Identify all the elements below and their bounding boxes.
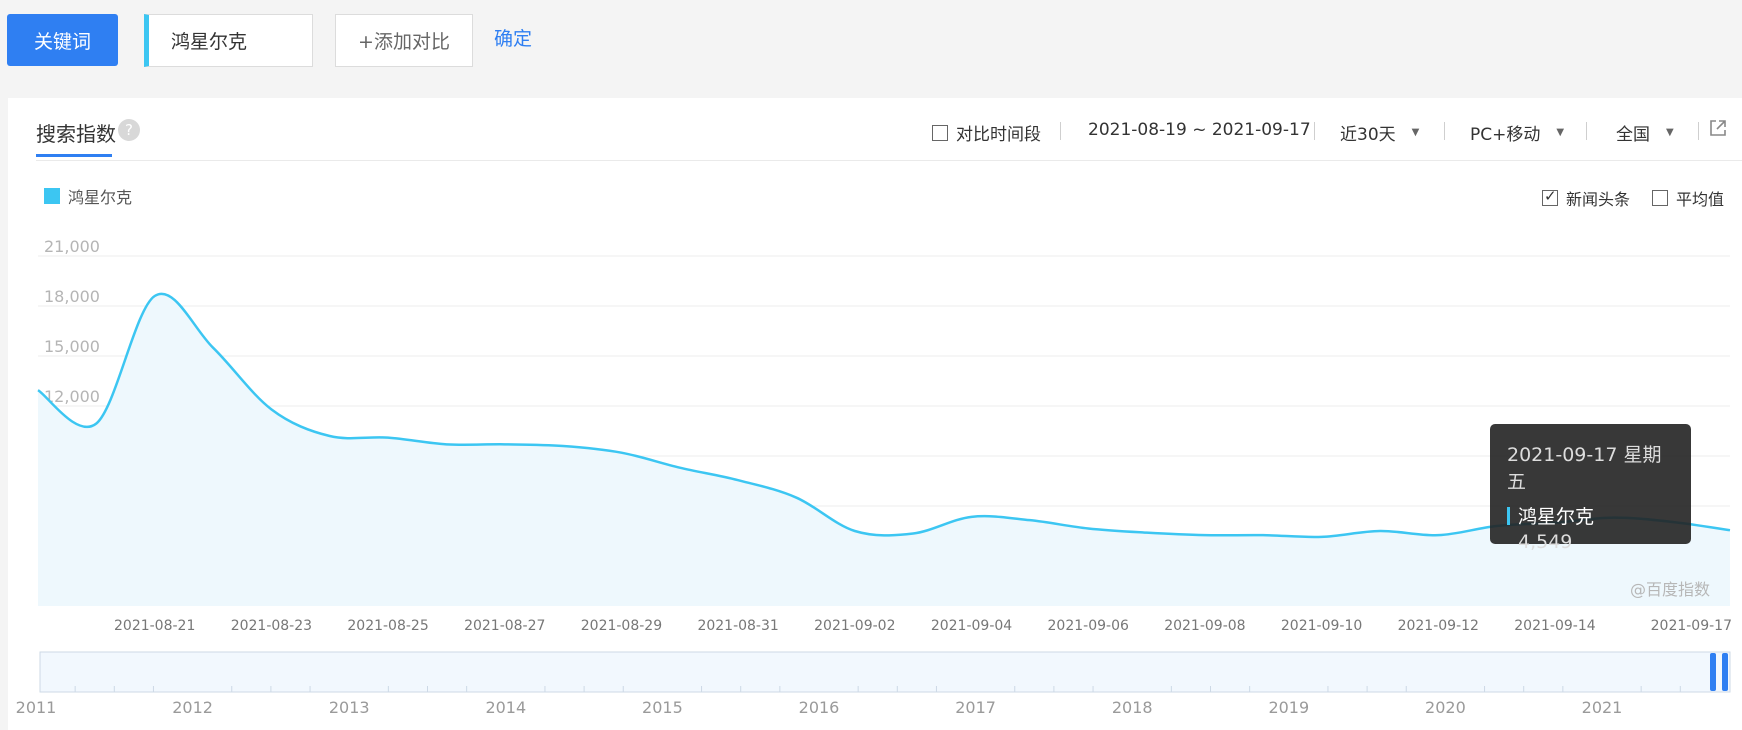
keyword-button[interactable]: 关键词	[7, 14, 118, 66]
divider	[36, 160, 1742, 161]
timeline-year-label: 2011	[16, 698, 57, 717]
timeline-year-label: 2016	[799, 698, 840, 717]
series-line[interactable]	[37, 292, 1731, 539]
y-tick-label: 18,000	[44, 287, 100, 306]
checkbox-checked-icon	[1542, 187, 1558, 206]
watermark: @百度指数	[1630, 580, 1711, 599]
x-tick-label: 2021-09-04	[931, 618, 1012, 634]
timeline-year-label: 2015	[642, 698, 683, 717]
date-range-label: 2021-08-19 ~ 2021-09-17	[1088, 120, 1311, 140]
checkbox-icon	[932, 124, 948, 141]
timeline-year-label: 2017	[955, 698, 996, 717]
separator	[1698, 122, 1699, 140]
x-tick-label: 2021-08-23	[231, 618, 312, 634]
legend-swatch	[44, 188, 60, 204]
tooltip-series-marker	[1507, 506, 1510, 525]
timeline-year-label: 2013	[329, 698, 370, 717]
keyword-input[interactable]: 鸿星尔克	[144, 14, 313, 67]
tooltip-series-name: 鸿星尔克	[1518, 506, 1595, 528]
legend-label: 鸿星尔克	[68, 188, 133, 207]
average-checkbox[interactable]: 平均值	[1652, 186, 1724, 210]
timeline-year-label: 2021	[1582, 698, 1623, 717]
x-tick-label: 2021-09-10	[1281, 618, 1362, 634]
external-link-icon[interactable]	[1708, 118, 1728, 138]
x-tick-label: 2021-09-17	[1651, 618, 1732, 634]
news-checkbox[interactable]: 新闻头条	[1542, 186, 1630, 210]
tooltip-date: 2021-09-17 星期五	[1507, 444, 1662, 493]
period-label: 近30天	[1340, 125, 1396, 145]
x-tick-label: 2021-09-06	[1048, 618, 1129, 634]
y-tick-label: 21,000	[44, 237, 100, 256]
tab-search-index[interactable]: 搜索指数	[36, 122, 116, 146]
separator	[1314, 122, 1315, 140]
separator	[1586, 122, 1587, 140]
average-label: 平均值	[1676, 190, 1725, 209]
news-label: 新闻头条	[1566, 190, 1631, 209]
tooltip-value: 4,549	[1518, 531, 1573, 553]
separator	[1060, 122, 1061, 140]
compare-period-label: 对比时间段	[956, 125, 1041, 145]
y-tick-label: 12,000	[44, 387, 100, 406]
timeline-handle-right[interactable]	[1722, 653, 1728, 691]
tooltip-series: 鸿星尔克	[1507, 502, 1674, 529]
confirm-link[interactable]: 确定	[494, 28, 533, 50]
add-compare-button[interactable]: +添加对比	[335, 14, 473, 67]
timeline-year-label: 2012	[172, 698, 213, 717]
x-tick-label: 2021-08-27	[464, 618, 545, 634]
x-tick-label: 2021-08-21	[114, 618, 195, 634]
region-select[interactable]: 全国 ▼	[1616, 120, 1674, 145]
separator	[1444, 122, 1445, 140]
help-icon[interactable]: ?	[118, 119, 140, 141]
x-tick-label: 2021-08-31	[697, 618, 778, 634]
caret-down-icon: ▼	[1556, 127, 1565, 138]
device-select[interactable]: PC+移动 ▼	[1470, 120, 1564, 145]
timeline-year-label: 2014	[485, 698, 526, 717]
device-label: PC+移动	[1470, 125, 1541, 145]
chart-legend[interactable]: 鸿星尔克	[44, 184, 132, 208]
x-tick-label: 2021-09-14	[1514, 618, 1595, 634]
search-bar: 关键词 鸿星尔克 +添加对比 确定	[0, 0, 1742, 96]
checkbox-icon	[1652, 190, 1668, 206]
x-tick-label: 2021-09-08	[1164, 618, 1245, 634]
period-select[interactable]: 近30天 ▼	[1340, 120, 1419, 145]
date-range-picker[interactable]: 2021-08-19 ~ 2021-09-17	[1088, 120, 1311, 140]
series-area	[38, 293, 1730, 606]
caret-down-icon: ▼	[1411, 127, 1420, 138]
timeline-year-label: 2018	[1112, 698, 1153, 717]
compare-period-checkbox[interactable]: 对比时间段	[932, 120, 1041, 145]
caret-down-icon: ▼	[1666, 127, 1674, 138]
chart-tooltip: 2021-09-17 星期五 鸿星尔克 4,549	[1490, 424, 1691, 553]
x-tick-label: 2021-09-02	[814, 618, 895, 634]
tab-active-indicator	[36, 154, 112, 157]
timeline-navigator[interactable]	[39, 651, 1731, 693]
x-tick-label: 2021-08-25	[347, 618, 428, 634]
timeline-handle-left[interactable]	[1710, 653, 1716, 691]
y-tick-label: 15,000	[44, 337, 100, 356]
x-tick-label: 2021-08-29	[581, 618, 662, 634]
x-tick-label: 2021-09-12	[1398, 618, 1479, 634]
timeline-year-label: 2019	[1268, 698, 1309, 717]
timeline-year-label: 2020	[1425, 698, 1466, 717]
region-label: 全国	[1616, 125, 1650, 145]
